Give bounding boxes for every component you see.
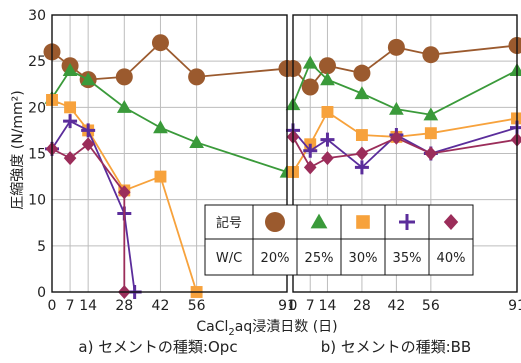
legend-wc-header: W/C: [216, 251, 242, 266]
legend-marker: [310, 213, 328, 229]
plot-frame: [292, 14, 518, 293]
data-point: [81, 123, 96, 138]
data-point: [318, 57, 336, 75]
x-tick-label: 0: [48, 298, 57, 314]
data-point: [422, 46, 440, 64]
data-point: [115, 68, 133, 86]
y-tick-label: 0: [37, 285, 46, 301]
data-point: [320, 72, 335, 86]
x-axis-label: CaCl2aq浸漬日数 (日): [196, 319, 337, 338]
data-point: [320, 132, 335, 147]
data-point: [154, 170, 167, 183]
data-point: [301, 78, 319, 96]
x-tick-label: 28: [115, 298, 133, 314]
data-point: [188, 68, 206, 86]
data-point: [302, 55, 318, 69]
x-tick-label: 14: [319, 298, 337, 314]
legend-marker: [443, 214, 459, 230]
x-tick-label: 56: [422, 298, 440, 314]
legend-marker: [356, 215, 370, 229]
legend: 記号 W/C 20% 25% 30% 35% 40%: [204, 204, 474, 276]
x-tick-label: 14: [79, 298, 97, 314]
y-tick-label: 15: [28, 147, 46, 163]
data-point: [424, 127, 437, 140]
x-tick-label: 42: [387, 298, 405, 314]
data-point: [303, 160, 317, 175]
caption-a: a) セメントの種類:Opc: [78, 338, 237, 356]
x-tick-label: 56: [188, 298, 206, 314]
data-point: [62, 63, 78, 76]
data-point: [354, 160, 369, 175]
series-line-35pct: [51, 120, 136, 293]
legend-label: 20%: [261, 251, 290, 266]
data-point: [303, 143, 318, 158]
data-point: [63, 114, 78, 129]
data-point: [321, 151, 334, 166]
data-point: [118, 185, 131, 200]
data-point: [509, 63, 521, 76]
x-tick-label: 42: [152, 298, 170, 314]
x-tick-label: 7: [306, 298, 315, 314]
y-tick-label: 20: [28, 100, 46, 116]
data-point: [508, 36, 521, 54]
legend-symbol-header: 記号: [216, 215, 242, 231]
data-point: [321, 106, 334, 118]
data-point: [390, 130, 403, 145]
y-tick-label: 5: [37, 239, 46, 255]
series-layer: [43, 34, 521, 299]
data-point: [353, 64, 371, 82]
data-point: [81, 137, 95, 152]
data-point: [355, 146, 369, 161]
y-axis-label: 圧縮強度 (N/mm²): [10, 90, 26, 209]
data-point: [153, 120, 168, 134]
legend-marker: [265, 212, 285, 232]
y-tick-label: 10: [28, 193, 46, 209]
legend-marker: [399, 214, 415, 230]
legend-label: 35%: [393, 251, 422, 266]
data-point: [189, 135, 204, 149]
x-tick-label: 7: [66, 298, 75, 314]
x-tick-label: 0: [289, 298, 298, 314]
caption-b: b) セメントの種類:BB: [321, 338, 471, 356]
x-tick-label: 28: [353, 298, 371, 314]
data-point: [354, 86, 370, 100]
y-tick-label: 25: [28, 54, 46, 70]
data-point: [511, 112, 521, 125]
data-point: [387, 38, 405, 56]
legend-box: [204, 204, 474, 276]
data-point: [116, 99, 132, 113]
data-point: [423, 107, 439, 121]
data-point: [80, 72, 96, 86]
x-tick-label: 91: [508, 298, 521, 314]
data-point: [424, 146, 438, 161]
legend-label: 30%: [349, 251, 378, 266]
data-point: [355, 129, 368, 141]
data-point: [64, 101, 77, 114]
data-point: [510, 132, 521, 147]
plot-frame: [51, 14, 288, 293]
data-point: [389, 101, 404, 115]
y-tick-label: 30: [28, 8, 46, 24]
x-tick-label: 91: [278, 298, 296, 314]
data-point: [63, 151, 77, 166]
legend-label: 25%: [305, 251, 334, 266]
legend-label: 40%: [437, 251, 466, 266]
frame-layer: [51, 14, 518, 293]
data-point: [151, 34, 169, 52]
tick-layer: 071428425691051015202530071428425691: [28, 8, 521, 314]
